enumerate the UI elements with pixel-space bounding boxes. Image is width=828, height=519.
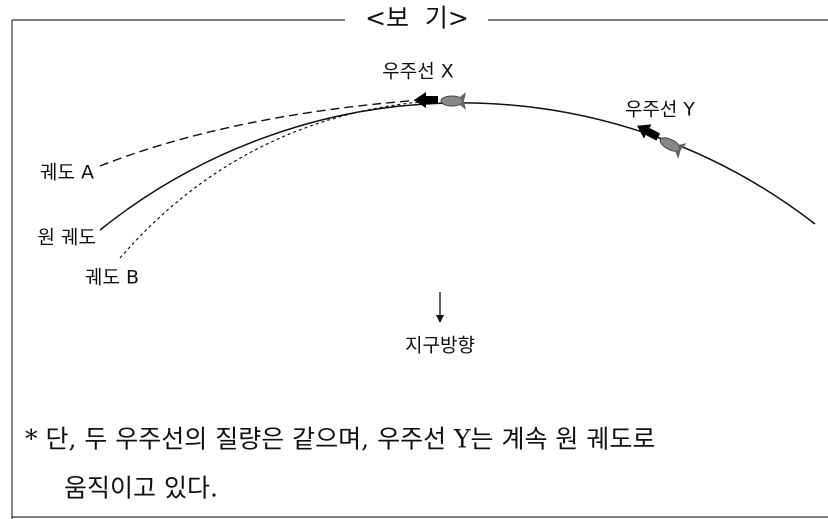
label-orbit-b: 궤도 B <box>85 267 139 289</box>
label-spaceship-x: 우주선 X <box>382 61 454 83</box>
label-circular-orbit: 원 궤도 <box>38 227 96 249</box>
label-orbit-a: 궤도 A <box>40 162 94 184</box>
spaceship-y <box>637 124 687 160</box>
header-title: <보 기> <box>365 4 469 33</box>
orbit-b <box>119 101 421 259</box>
note-line: 움직이고 있다. <box>64 474 218 503</box>
note-line: * 단, 두 우주선의 질량은 같으며, 우주선 Y는 계속 원 궤도로 <box>25 425 655 454</box>
circular-orbit <box>99 102 816 231</box>
earth-arrow-head <box>436 315 444 323</box>
frame <box>11 19 828 519</box>
label-earth-direction: 지구방향 <box>405 335 475 357</box>
spaceship-x <box>414 92 466 110</box>
label-spaceship-y: 우주선 Y <box>625 99 695 121</box>
